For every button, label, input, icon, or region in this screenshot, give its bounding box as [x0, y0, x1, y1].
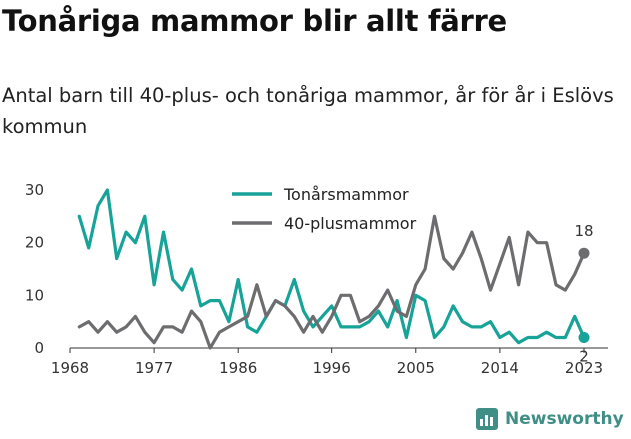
x-tick-label: 1996: [313, 359, 351, 377]
brand-logo: Newsworthy: [476, 408, 624, 430]
x-tick-label: 1977: [135, 359, 173, 377]
y-tick-label: 0: [34, 339, 44, 357]
y-tick-label: 20: [25, 234, 44, 252]
series-line-40-plusmammor: [77, 214, 586, 350]
newsworthy-logo-icon: [476, 408, 498, 430]
y-tick-label: 30: [25, 181, 44, 199]
y-tick-label: 10: [25, 286, 44, 304]
end-point-marker: [578, 331, 590, 343]
x-tick-label: 1968: [51, 359, 89, 377]
end-value-label: 2: [579, 347, 589, 365]
x-tick-label: 2005: [397, 359, 435, 377]
brand-name: Newsworthy: [505, 409, 624, 429]
x-tick-label: 2014: [481, 359, 519, 377]
x-tick-label: 1986: [219, 359, 257, 377]
legend-label: 40-plusmammor: [284, 214, 417, 233]
x-tick-label: 2023: [565, 359, 603, 377]
chart-title: Tonåriga mammor blir allt färre: [2, 4, 507, 38]
chart-subtitle: Antal barn till 40-plus- och tonåriga ma…: [2, 84, 614, 138]
end-point-marker: [578, 247, 590, 259]
end-value-label: 18: [574, 222, 593, 240]
series-line-tonarsmammor: [77, 188, 586, 345]
legend-label: Tonårsmammor: [283, 185, 409, 204]
